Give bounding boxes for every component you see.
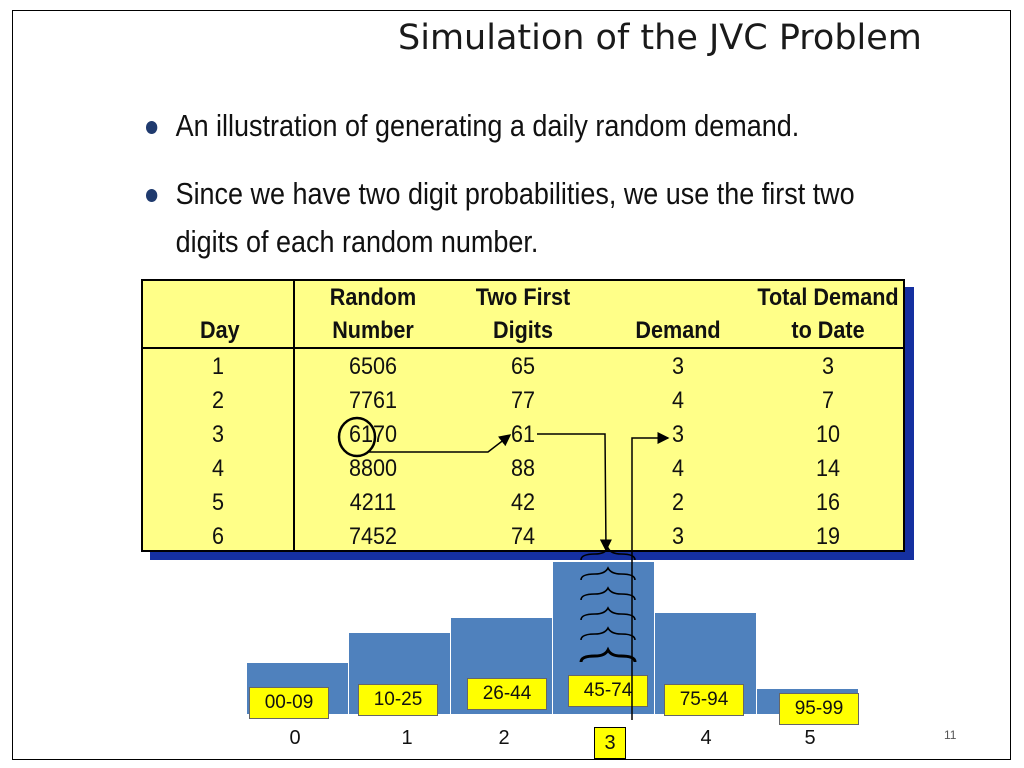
selected-demand-box: 3 xyxy=(594,727,626,759)
cell-random: 6506 xyxy=(348,353,398,380)
cell-day: 6 xyxy=(211,523,225,550)
range-label: 10-25 xyxy=(358,684,438,716)
cell-digits: 42 xyxy=(510,489,536,516)
header-total-line1: Total Demand xyxy=(757,284,899,311)
cell-random: 7761 xyxy=(348,387,398,414)
range-label: 75-94 xyxy=(664,684,744,716)
cell-random: 4211 xyxy=(349,489,397,516)
cell-digits: 61 xyxy=(510,421,536,448)
demand-axis-label: 2 xyxy=(498,727,510,749)
demand-axis-label: 0 xyxy=(289,727,301,749)
header-digits-line1: Two First xyxy=(475,284,571,311)
cell-random: 7452 xyxy=(348,523,398,550)
simulation-table: Day Random Number Two First Digits Deman… xyxy=(141,279,905,552)
cell-demand: 4 xyxy=(671,455,685,482)
cell-digits: 88 xyxy=(510,455,536,482)
cell-day: 4 xyxy=(211,455,225,482)
arrow-random-to-digits xyxy=(368,434,512,453)
table-rules xyxy=(143,281,903,550)
cell-day: 2 xyxy=(211,387,225,414)
cell-total: 7 xyxy=(821,387,835,414)
cell-random: 8800 xyxy=(348,455,398,482)
slide-frame xyxy=(12,10,1011,760)
bullet-text: Since we have two digit probabilities, w… xyxy=(175,176,855,211)
header-demand: Demand xyxy=(635,317,721,344)
arrow-digits-to-histogram xyxy=(537,433,612,552)
range-label: 26-44 xyxy=(467,678,547,710)
cell-day: 5 xyxy=(211,489,225,516)
range-label: 00-09 xyxy=(249,687,329,719)
cell-total: 19 xyxy=(815,523,841,550)
range-label: 95-99 xyxy=(779,693,859,725)
demand-axis-label: 4 xyxy=(700,727,712,749)
bullet-text: digits of each random number. xyxy=(175,224,539,259)
cell-demand: 3 xyxy=(671,523,685,550)
header-random-line2: Number xyxy=(332,317,414,344)
cell-demand: 3 xyxy=(671,421,685,448)
page-number: 11 xyxy=(944,728,957,742)
highlight-circle xyxy=(337,416,377,458)
cell-total: 10 xyxy=(815,421,841,448)
header-total-line2: to Date xyxy=(791,317,865,344)
slide-title: Simulation of the JVC Problem xyxy=(398,18,922,58)
bullet-dot-icon xyxy=(146,121,158,134)
bullet-dot-icon xyxy=(146,189,158,202)
cell-demand: 4 xyxy=(671,387,685,414)
cell-demand: 3 xyxy=(671,353,685,380)
cell-total: 16 xyxy=(815,489,841,516)
cell-demand: 2 xyxy=(671,489,685,516)
demand-axis-label: 1 xyxy=(401,727,413,749)
header-day: Day xyxy=(200,317,240,344)
cell-total: 14 xyxy=(815,455,841,482)
bullet-text: An illustration of generating a daily ra… xyxy=(175,108,800,143)
cell-digits: 65 xyxy=(510,353,536,380)
header-random-line1: Random xyxy=(329,284,417,311)
range-label: 45-74 xyxy=(568,675,648,707)
header-digits-line2: Digits xyxy=(492,317,553,344)
demand-axis-label: 5 xyxy=(804,727,816,749)
cell-day: 1 xyxy=(211,353,225,380)
brace-group xyxy=(579,546,637,663)
cell-total: 3 xyxy=(821,353,835,380)
cell-day: 3 xyxy=(211,421,225,448)
arrow-histogram-to-demand xyxy=(631,432,670,720)
cell-digits: 77 xyxy=(510,387,536,414)
cell-digits: 74 xyxy=(510,523,536,550)
